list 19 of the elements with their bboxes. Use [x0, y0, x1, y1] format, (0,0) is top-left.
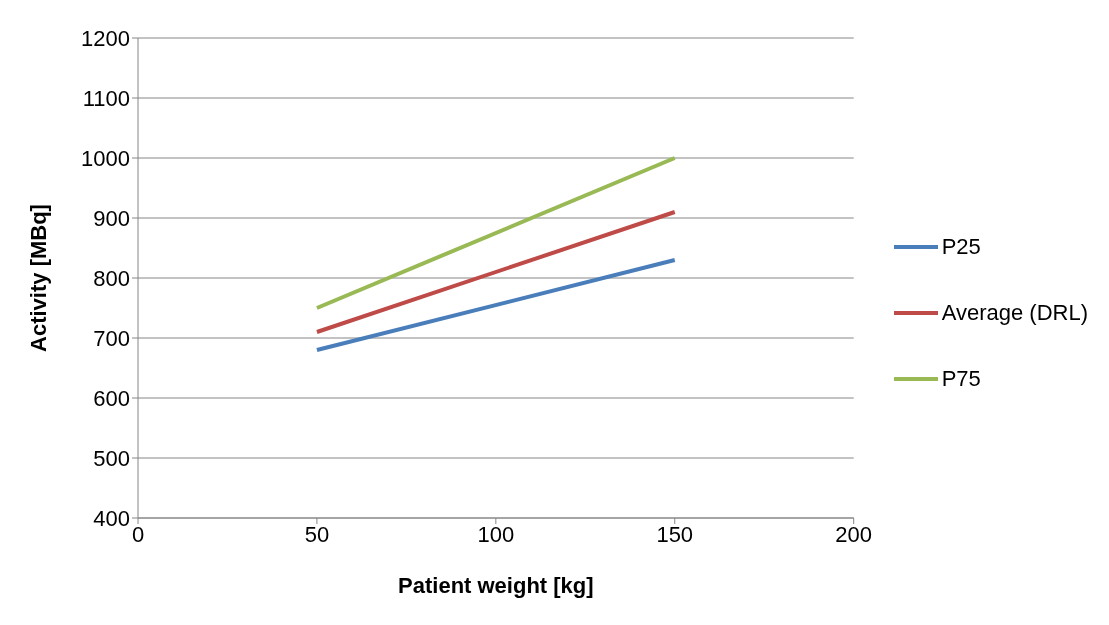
y-tick-label: 1100 — [82, 85, 130, 111]
x-tick-label: 150 — [656, 521, 694, 547]
y-tick-label: 500 — [93, 445, 130, 471]
legend-label: P75 — [941, 366, 981, 392]
y-tick-label: 600 — [93, 385, 130, 411]
y-axis-title: Activity [MBq] — [25, 204, 51, 352]
legend-label: P25 — [941, 234, 981, 260]
y-tick-label: 700 — [93, 325, 130, 351]
y-tick-label: 800 — [93, 265, 130, 291]
x-tick-label: 0 — [131, 521, 145, 547]
x-tick-label: 100 — [477, 521, 515, 547]
x-tick-label: 50 — [304, 521, 330, 547]
x-tick-label: 200 — [835, 521, 873, 547]
y-tick-label: 1200 — [81, 25, 130, 51]
y-tick-label: 400 — [93, 505, 130, 531]
x-axis-title: Patient weight [kg] — [398, 573, 594, 598]
legend-label: Average (DRL) — [941, 300, 1088, 326]
y-tick-label: 900 — [93, 205, 130, 231]
y-tick-label: 1000 — [81, 145, 130, 171]
